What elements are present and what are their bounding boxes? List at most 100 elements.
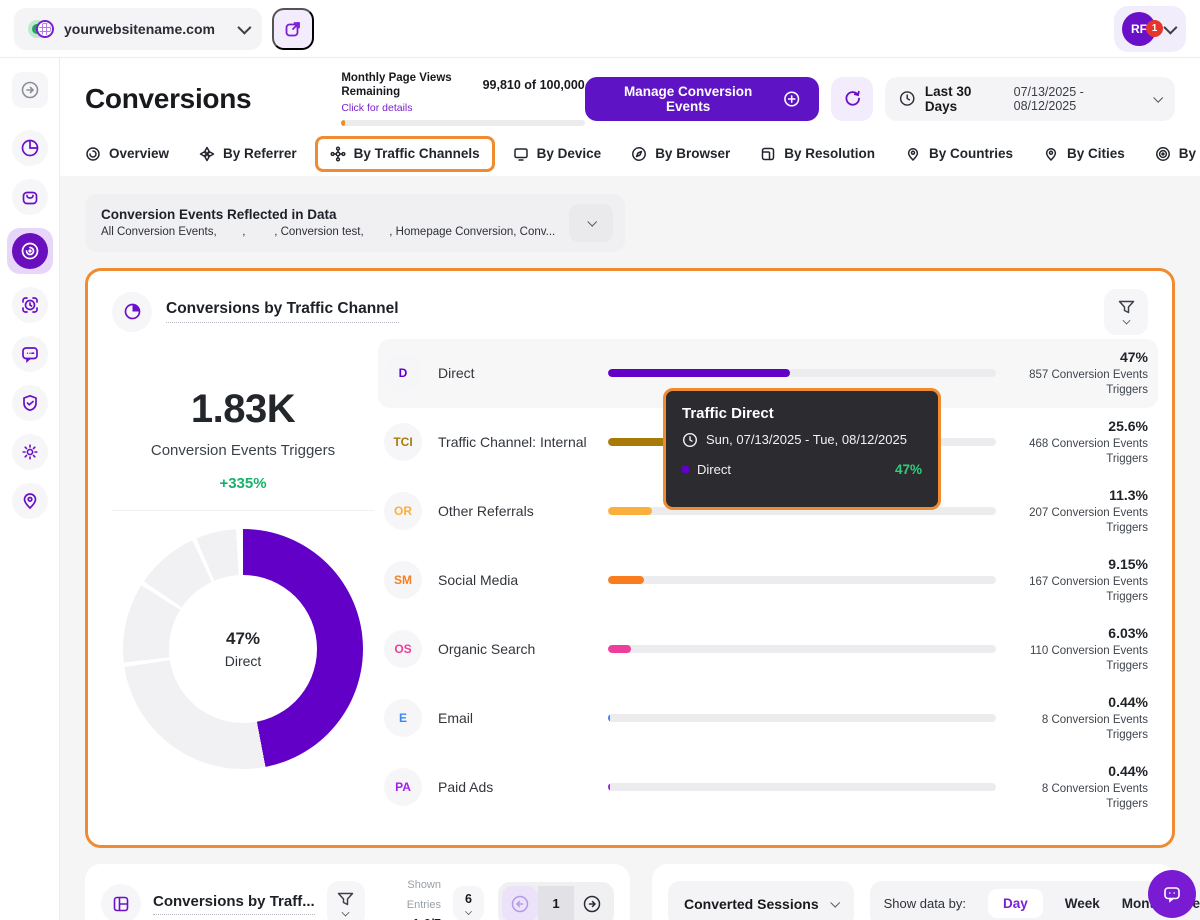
table-filter-button[interactable] bbox=[326, 880, 366, 920]
sidebar-item-feedback[interactable] bbox=[11, 336, 48, 372]
refresh-button[interactable] bbox=[830, 76, 874, 121]
channel-bar[interactable] bbox=[608, 369, 996, 378]
metric-dropdown[interactable]: Converted Sessions bbox=[668, 880, 854, 920]
channel-pct: 9.15% bbox=[1108, 556, 1148, 573]
banner-subtitle: All Conversion Events, , , Conversion te… bbox=[101, 226, 556, 239]
channel-initials-badge: TCI bbox=[384, 423, 422, 462]
channel-row-social-media[interactable]: SM Social Media 9.15% 167 Conversion Even… bbox=[378, 546, 1158, 615]
channel-row-direct[interactable]: D Direct 47% 857 Conversion Events Trigge… bbox=[378, 338, 1158, 408]
channel-row-other-referrals[interactable]: OR Other Referrals 11.3% 207 Conversion E… bbox=[378, 477, 1158, 546]
channel-bar[interactable] bbox=[608, 576, 996, 585]
chevron-down-icon bbox=[586, 216, 597, 227]
notification-badge: 1 bbox=[1146, 19, 1163, 37]
next-page-button[interactable] bbox=[574, 886, 610, 920]
donut-center: 47% Direct bbox=[169, 574, 317, 723]
granularity-switcher: Show data by: Day Week Month Year bbox=[869, 880, 1200, 920]
donut-chart[interactable]: 47% Direct bbox=[123, 528, 363, 769]
sidebar-item-locations[interactable] bbox=[11, 483, 48, 519]
collapse-arrow-icon bbox=[21, 81, 38, 99]
total-value: 1.83K bbox=[190, 386, 296, 431]
channel-bar-fill bbox=[608, 576, 644, 585]
referrer-icon bbox=[199, 146, 215, 161]
channel-values: 47% 857 Conversion Events Triggers bbox=[1008, 348, 1148, 398]
sidebar-item-ecommerce[interactable] bbox=[11, 179, 48, 215]
metric-dropdown-value: Converted Sessions bbox=[684, 895, 819, 912]
page-title: Conversions bbox=[85, 82, 252, 114]
manage-conversion-events-button[interactable]: Manage Conversion Events bbox=[584, 76, 819, 121]
open-website-button[interactable] bbox=[272, 7, 314, 50]
tab-label: By Cities bbox=[1067, 146, 1125, 162]
traffic-channels-icon bbox=[330, 146, 346, 162]
sidebar-item-dashboard[interactable] bbox=[11, 130, 48, 166]
sidebar-item-privacy[interactable] bbox=[11, 385, 48, 421]
channel-events: 110 Conversion Events Triggers bbox=[1029, 645, 1148, 673]
tab-by-device[interactable]: By Device bbox=[513, 146, 601, 162]
shield-check-icon bbox=[22, 394, 37, 412]
tab-by-countries[interactable]: By Countries bbox=[905, 146, 1013, 162]
chart-filter-button[interactable] bbox=[1104, 288, 1148, 335]
page-size-value: 6 bbox=[465, 892, 472, 907]
sidebar-item-conversions[interactable] bbox=[6, 228, 53, 274]
arrow-left-circle-icon bbox=[511, 895, 529, 912]
website-selector[interactable]: yourwebsitename.com bbox=[14, 7, 262, 50]
channel-row-paid-ads[interactable]: PA Paid Ads 0.44% 8 Conversion Events Tri… bbox=[378, 753, 1158, 822]
table-icon-circle bbox=[101, 883, 141, 920]
channel-values: 0.44% 8 Conversion Events Triggers bbox=[1008, 762, 1148, 812]
quota-details-link[interactable]: Click for details bbox=[341, 101, 413, 114]
utm-campaign-icon bbox=[1155, 146, 1170, 161]
channel-values: 6.03% 110 Conversion Events Triggers bbox=[1008, 624, 1148, 674]
table-icon bbox=[113, 896, 129, 911]
avatar-initials: RF bbox=[1131, 21, 1147, 36]
channel-bar[interactable] bbox=[608, 507, 996, 516]
channel-pct: 0.44% bbox=[1108, 694, 1148, 711]
countries-pin-icon bbox=[907, 147, 919, 161]
pie-chart-icon bbox=[21, 139, 38, 157]
tab-label: By Browser bbox=[655, 146, 731, 162]
prev-page-button[interactable] bbox=[502, 885, 538, 920]
granularity-week[interactable]: Week bbox=[1064, 896, 1100, 912]
channel-bar-fill bbox=[608, 438, 708, 447]
sidebar bbox=[0, 58, 60, 920]
tab-by-referrer[interactable]: By Referrer bbox=[199, 146, 297, 162]
tab-by-cities[interactable]: By Cities bbox=[1043, 146, 1125, 162]
browser-icon bbox=[632, 146, 647, 161]
channel-initials: E bbox=[398, 711, 407, 726]
user-menu[interactable]: RF 1 bbox=[1114, 5, 1186, 52]
page-size-selector[interactable]: 6 bbox=[453, 886, 484, 920]
tab-overview[interactable]: Overview bbox=[85, 146, 169, 162]
page-header: Conversions Monthly Page Views Remaining… bbox=[60, 58, 1200, 176]
channel-bar[interactable] bbox=[608, 645, 996, 654]
sidebar-item-session-replay[interactable] bbox=[11, 287, 48, 323]
sidebar-item-settings[interactable] bbox=[11, 434, 48, 470]
channel-row-organic-search[interactable]: OS Organic Search 6.03% 110 Conversion Ev… bbox=[378, 615, 1158, 684]
channel-bar[interactable] bbox=[608, 783, 996, 792]
support-chat-button[interactable] bbox=[1148, 870, 1196, 918]
channel-label: Other Referrals bbox=[438, 503, 534, 520]
granularity-day[interactable]: Day bbox=[988, 889, 1043, 919]
channel-bar[interactable] bbox=[608, 714, 996, 723]
tab-by-utm-campaign[interactable]: By UTM Campaign bbox=[1155, 146, 1200, 162]
funnel-icon bbox=[1118, 300, 1134, 313]
delta-badge: +335% bbox=[219, 474, 267, 492]
chat-face-icon bbox=[1164, 887, 1180, 903]
arrow-right-circle-icon bbox=[583, 895, 601, 912]
channel-row-email[interactable]: E Email 0.44% 8 Conversion Events Trigger… bbox=[378, 684, 1158, 753]
channel-initials: D bbox=[398, 366, 408, 381]
channel-values: 11.3% 207 Conversion Events Triggers bbox=[1008, 486, 1148, 536]
overview-icon bbox=[86, 146, 100, 161]
channel-pct: 6.03% bbox=[1108, 625, 1148, 642]
tab-by-traffic-channels[interactable]: By Traffic Channels bbox=[314, 135, 495, 172]
chevron-down-icon bbox=[829, 897, 840, 908]
channel-pct: 0.44% bbox=[1108, 763, 1148, 780]
date-range-selector[interactable]: Last 30 Days 07/13/2025 - 08/12/2025 bbox=[885, 76, 1175, 121]
tab-label: By Resolution bbox=[784, 146, 875, 162]
tab-by-resolution[interactable]: By Resolution bbox=[760, 146, 875, 162]
banner-expand-button[interactable] bbox=[569, 203, 613, 242]
refresh-icon bbox=[845, 91, 860, 106]
chat-bubble-icon bbox=[21, 347, 38, 363]
channel-events: 207 Conversion Events Triggers bbox=[1029, 507, 1148, 535]
donut-center-label: Direct bbox=[224, 652, 262, 669]
tab-by-browser[interactable]: By Browser bbox=[631, 146, 730, 162]
sidebar-collapse-button[interactable] bbox=[11, 72, 48, 108]
tooltip-series-dot bbox=[682, 465, 689, 473]
